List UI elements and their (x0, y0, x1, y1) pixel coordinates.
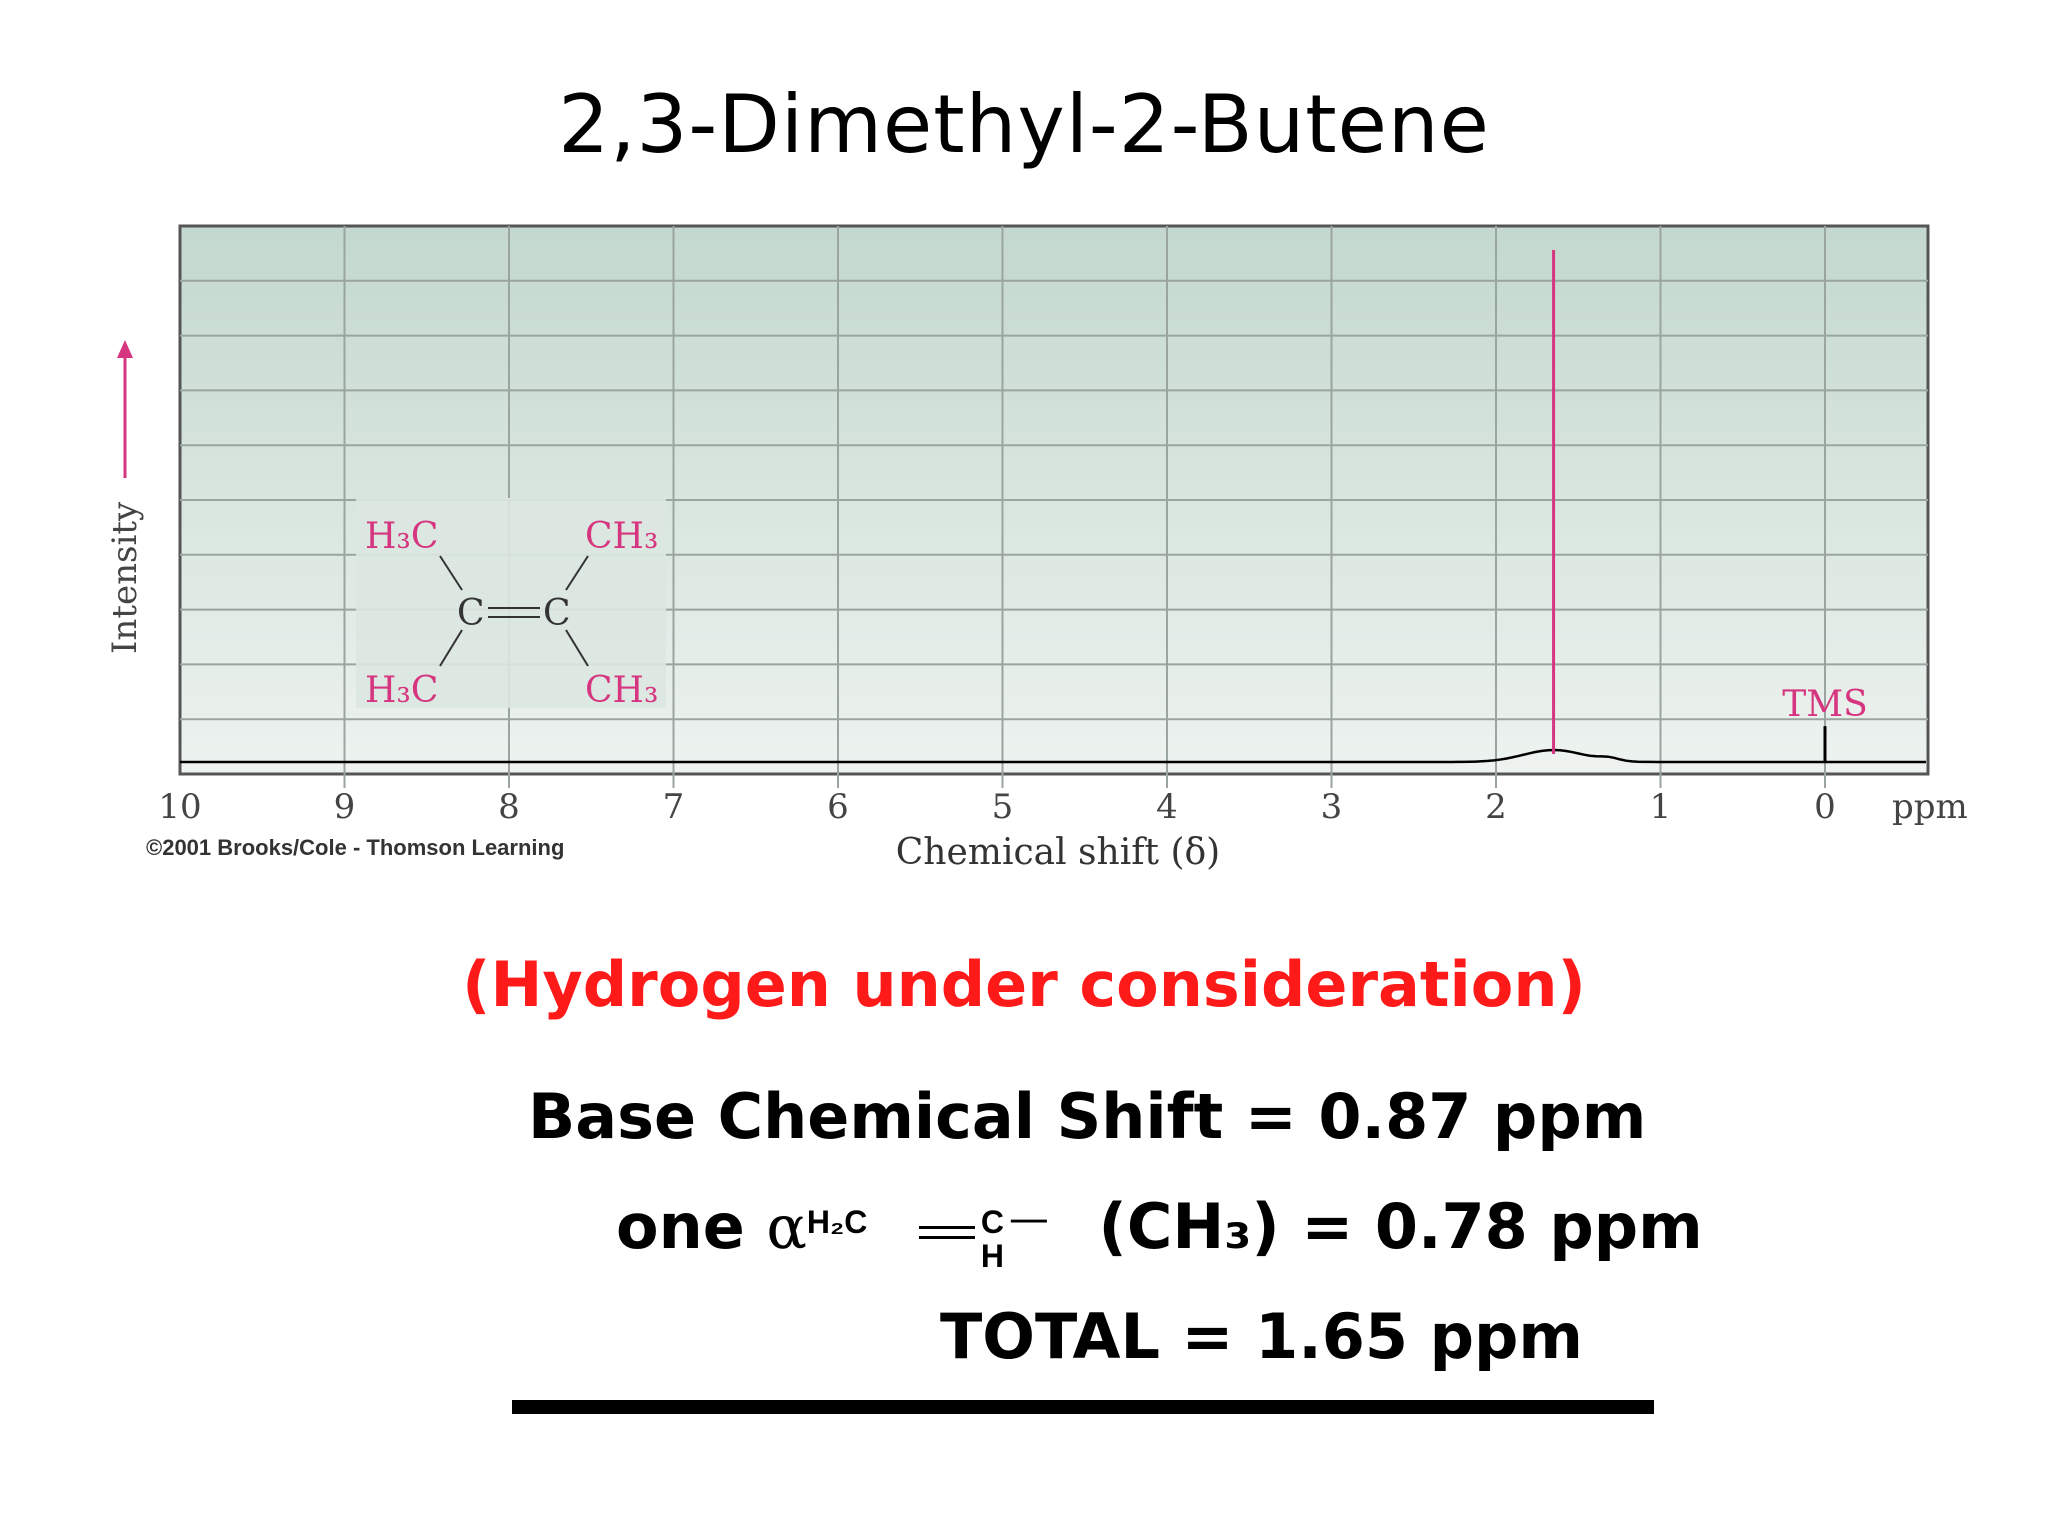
x-unit-label: ppm (1892, 787, 1968, 827)
copyright-notice: ©2001 Brooks/Cole - Thomson Learning (146, 835, 565, 860)
molecule-center-right: C (543, 593, 571, 634)
x-tick-label: 3 (1321, 787, 1343, 827)
fragment-double-bond-bottom (918, 1235, 975, 1239)
x-tick-labels: 10 9 8 7 6 5 4 3 2 1 0 (158, 787, 1835, 827)
x-axis-label: Chemical shift (δ) (896, 832, 1220, 873)
molecule-center-left: C (457, 593, 485, 634)
x-tick-label: 5 (992, 787, 1014, 827)
bond-top-left (439, 555, 463, 591)
x-tick-label: 10 (158, 787, 201, 827)
x-tick-label: 2 (1485, 787, 1507, 827)
y-axis-label-group: Intensity (105, 340, 145, 654)
fragment-h2c: H₂C (806, 1203, 868, 1240)
molecule-top-right: CH₃ (585, 516, 658, 557)
y-axis-label: Intensity (105, 501, 145, 654)
x-tick-label: 8 (498, 787, 520, 827)
fragment-c: C (980, 1203, 1005, 1240)
total-line: TOTAL = 1.65 ppm (940, 1300, 1584, 1373)
alpha-substituent-line: one α H₂C C H — (CH₃) = 0.78 ppm (616, 1190, 1703, 1274)
base-shift-line: Base Chemical Shift = 0.87 ppm (528, 1080, 1647, 1153)
x-tick-label: 0 (1814, 787, 1836, 827)
molecule-bottom-right: CH₃ (585, 670, 658, 711)
fragment-h: H (980, 1237, 1005, 1274)
bond-bottom-left (439, 629, 463, 667)
spectrum-trace (180, 748, 1926, 764)
molecule-bottom-left: H₃C (365, 670, 438, 711)
tms-label: TMS (1782, 684, 1868, 725)
molecule-structure: H₃C CH₃ H₃C CH₃ C C (365, 516, 658, 711)
molecule-top-left: H₃C (365, 516, 438, 557)
one-label: one (616, 1190, 745, 1263)
total-underline (512, 1400, 1654, 1414)
nmr-spectrum-chart: H₃C CH₃ H₃C CH₃ C C TMS 10 9 8 7 6 5 4 3 2 1 0 ppm… (105, 224, 1968, 873)
ch3-shift-value: (CH₃) = 0.78 ppm (1098, 1190, 1703, 1263)
x-tick-label: 6 (827, 787, 849, 827)
molecule-backdrop (356, 498, 666, 708)
alpha-symbol: α (766, 1193, 807, 1263)
y-axis-arrowhead (117, 340, 133, 358)
bond-top-right (565, 555, 589, 591)
x-tick-label: 4 (1156, 787, 1178, 827)
x-tick-label: 1 (1650, 787, 1672, 827)
bond-bottom-right (565, 629, 589, 667)
x-tick-label: 9 (334, 787, 356, 827)
x-tick-label: 7 (663, 787, 685, 827)
slide-title: 2,3-Dimethyl-2-Butene (558, 78, 1490, 171)
vinyl-fragment: H₂C C H — (806, 1195, 1077, 1274)
fragment-double-bond-top (918, 1225, 975, 1229)
fragment-dash: — (1008, 1195, 1049, 1242)
subtitle: (Hydrogen under consideration) (462, 948, 1586, 1021)
